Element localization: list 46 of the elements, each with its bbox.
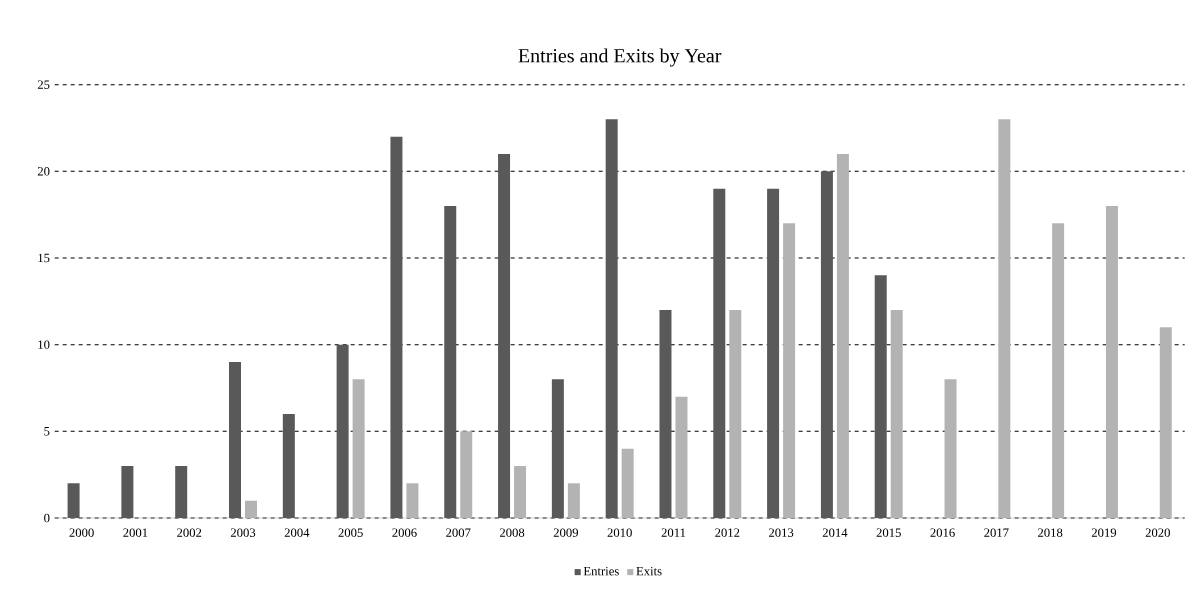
- bar: [767, 188, 780, 518]
- bar: [713, 188, 726, 518]
- bar: [175, 465, 188, 518]
- y-tick-label: 20: [37, 167, 50, 176]
- bar: [874, 275, 887, 518]
- y-tick-label: 5: [44, 427, 50, 436]
- x-tick-label: 2019: [1091, 528, 1117, 537]
- x-tick-label: 2001: [123, 528, 148, 537]
- x-tick-label: 2016: [930, 528, 955, 537]
- x-tick-label: 2011: [661, 528, 686, 537]
- y-tick-label: 0: [44, 513, 50, 523]
- y-tick-label: 15: [38, 253, 50, 263]
- bar: [659, 309, 672, 518]
- legend-label: Exits: [636, 566, 662, 576]
- bar: [390, 136, 403, 518]
- y-tick-label: 10: [38, 340, 50, 349]
- bar: [282, 413, 295, 518]
- x-tick-label: 2003: [230, 528, 256, 537]
- bar: [121, 465, 134, 518]
- x-tick-label: 2004: [284, 528, 310, 537]
- bar: [605, 119, 618, 518]
- x-tick-label: 2012: [715, 528, 740, 537]
- bar: [229, 361, 242, 518]
- x-tick-label: 2020: [1145, 528, 1170, 537]
- legend-label: Entries: [583, 566, 619, 576]
- chart-title: Entries and Exits by Year: [518, 48, 722, 67]
- bar: [67, 483, 80, 518]
- x-tick-label: 2002: [177, 528, 202, 537]
- x-tick-label: 2010: [607, 528, 632, 537]
- x-tick-label: 2000: [69, 528, 94, 537]
- x-tick-label: 2005: [338, 528, 363, 537]
- x-tick-label: 2008: [499, 528, 525, 537]
- x-tick-label: 2009: [553, 528, 579, 537]
- bar: [551, 379, 564, 518]
- bar: [336, 344, 349, 518]
- bar: [444, 205, 457, 518]
- x-tick-label: 2014: [822, 528, 848, 537]
- y-tick-label: 25: [37, 80, 50, 89]
- x-tick-label: 2013: [769, 528, 794, 537]
- bar: [498, 153, 511, 518]
- x-tick-label: 2007: [446, 528, 471, 537]
- x-tick-label: 2017: [984, 528, 1009, 537]
- bar: [820, 171, 833, 518]
- x-tick-label: 2018: [1038, 528, 1063, 537]
- x-tick-label: 2015: [876, 528, 901, 537]
- x-tick-label: 2006: [392, 528, 417, 537]
